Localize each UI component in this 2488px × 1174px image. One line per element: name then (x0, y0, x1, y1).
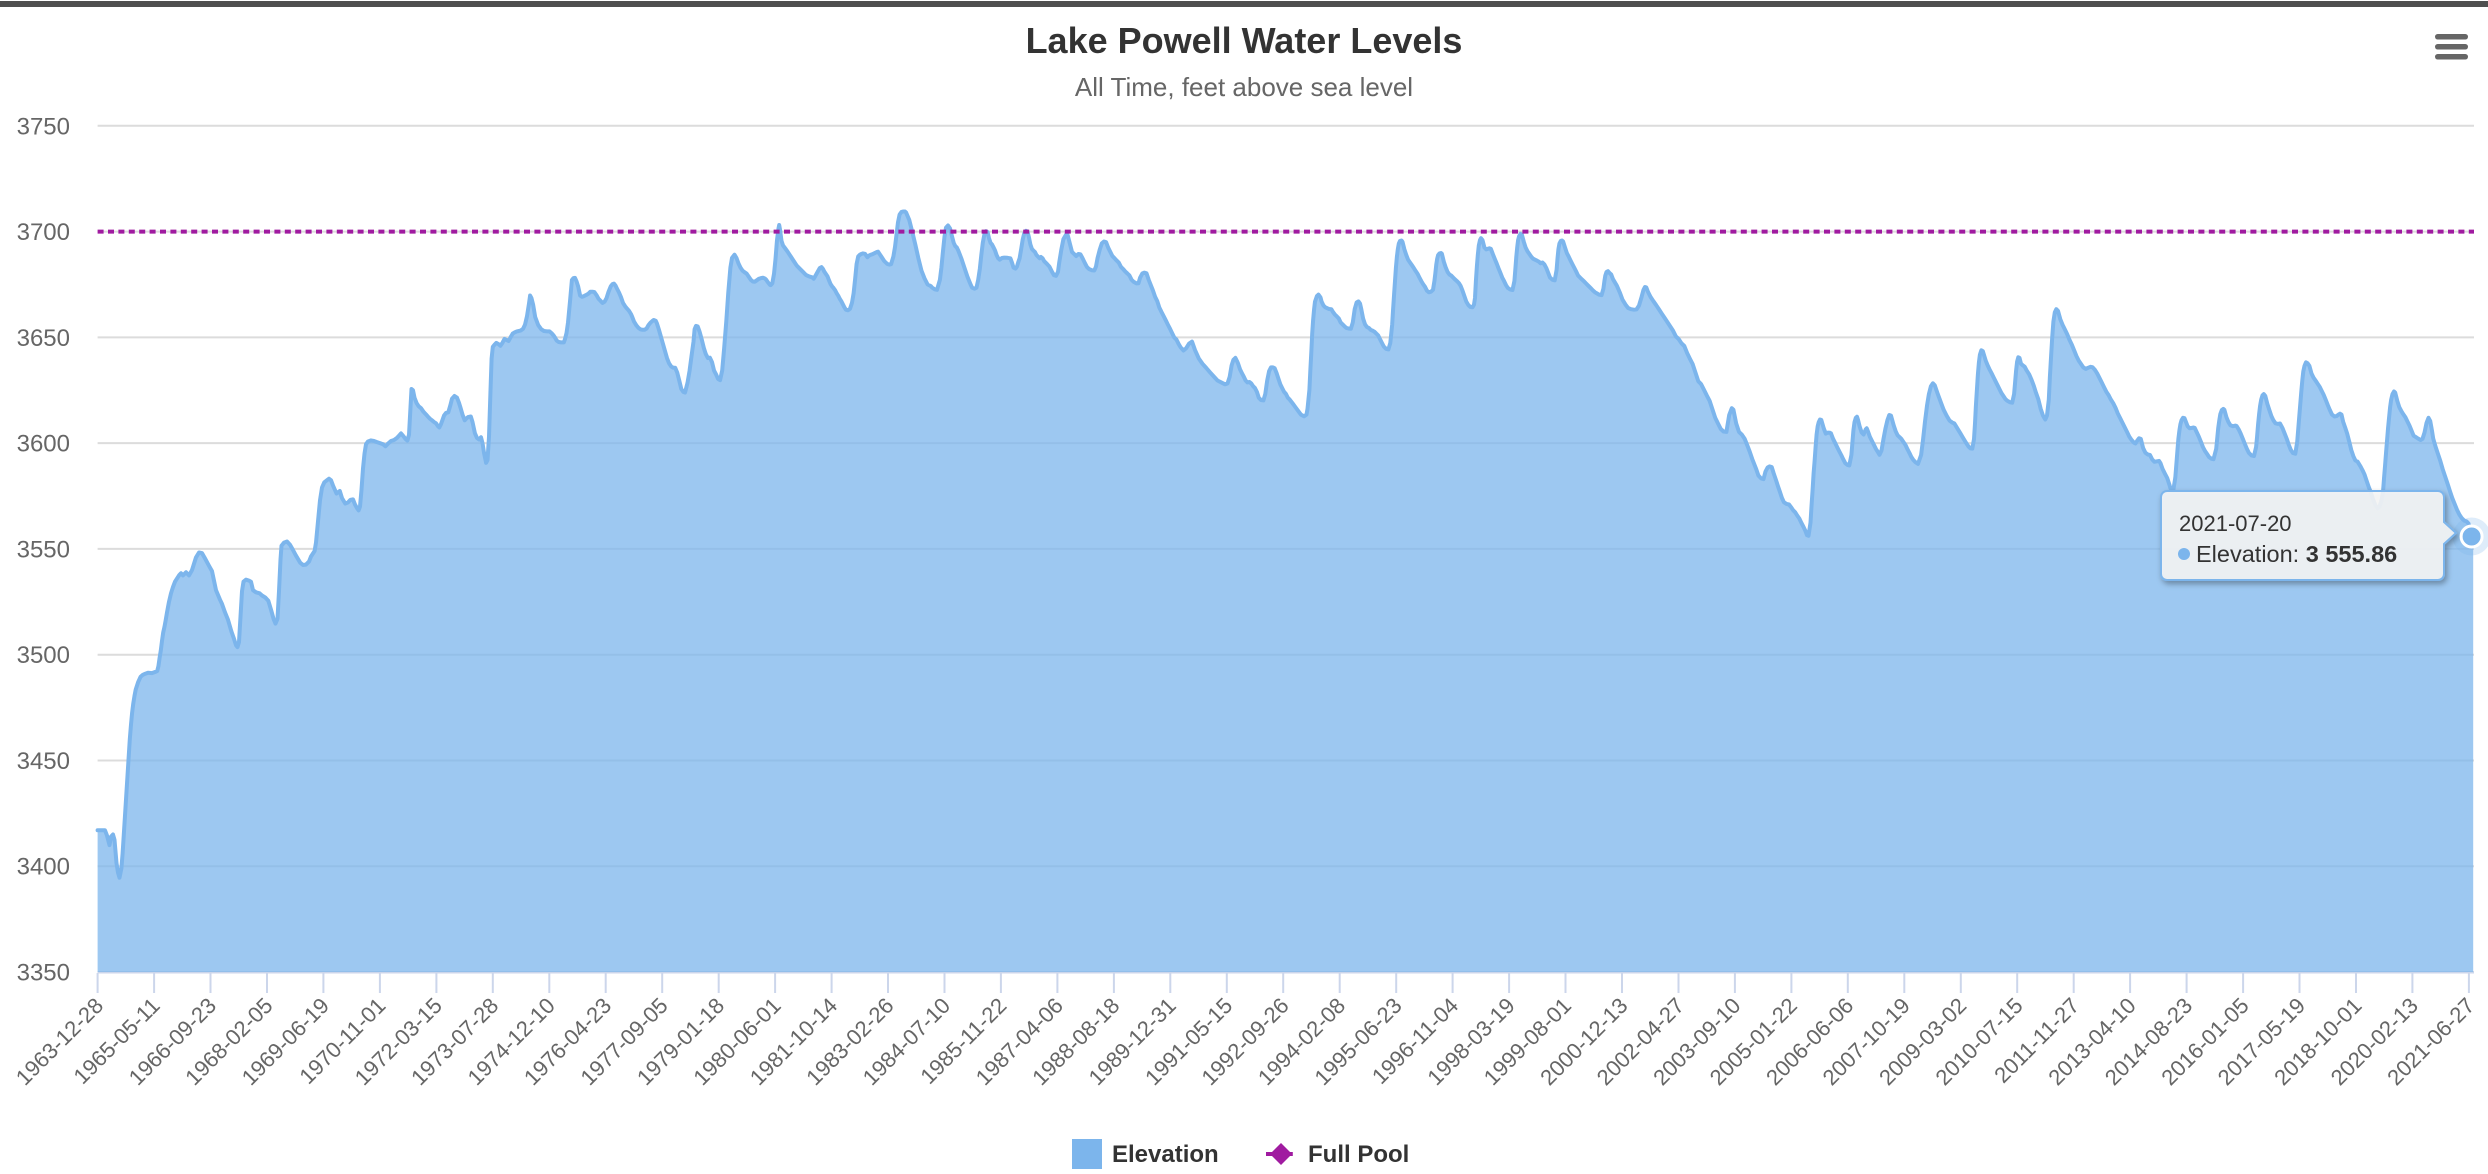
svg-text:2021-07-20: 2021-07-20 (2179, 511, 2292, 536)
svg-text:3750: 3750 (17, 113, 70, 140)
svg-text:3650: 3650 (17, 325, 70, 352)
svg-text:3550: 3550 (17, 536, 70, 563)
svg-text:3400: 3400 (17, 854, 70, 881)
svg-text:3500: 3500 (17, 642, 70, 669)
svg-text:Lake Powell Water Levels: Lake Powell Water Levels (1026, 20, 1463, 61)
svg-text:Full Pool: Full Pool (1308, 1141, 1409, 1168)
svg-text:3450: 3450 (17, 748, 70, 775)
svg-text:Elevation: Elevation (1112, 1141, 1219, 1168)
svg-text:3700: 3700 (17, 219, 70, 246)
svg-text:3350: 3350 (17, 960, 70, 987)
svg-text:3600: 3600 (17, 431, 70, 458)
svg-text:Elevation: 3 555.86: Elevation: 3 555.86 (2196, 541, 2397, 567)
svg-text:All Time, feet above sea level: All Time, feet above sea level (1075, 72, 1413, 102)
